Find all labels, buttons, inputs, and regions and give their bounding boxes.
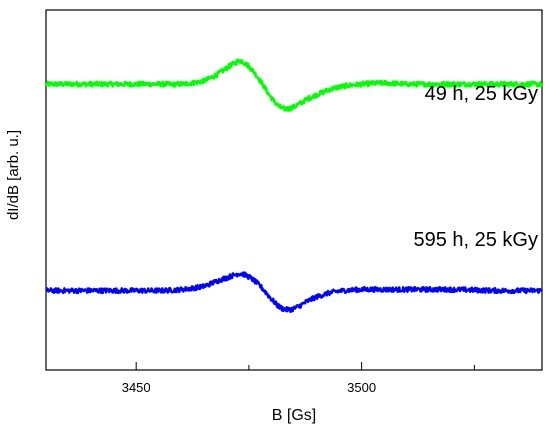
x-tick-label: 3450 — [122, 380, 151, 395]
series-annotation-595h: 595 h, 25 kGy — [413, 229, 538, 251]
series-line-2 — [45, 271, 543, 314]
x-axis-ticks: 3450 3500 — [122, 362, 475, 395]
x-axis-label: B [Gs] — [272, 407, 316, 424]
x-tick-label: 3500 — [347, 380, 376, 395]
plot-frame — [45, 9, 543, 371]
series-curves — [44, 58, 543, 314]
series-annotation-49h: 49 h, 25 kGy — [425, 83, 538, 105]
y-axis-label: dI/dB [arb. u.] — [5, 130, 22, 220]
series-line-1 — [44, 58, 543, 112]
